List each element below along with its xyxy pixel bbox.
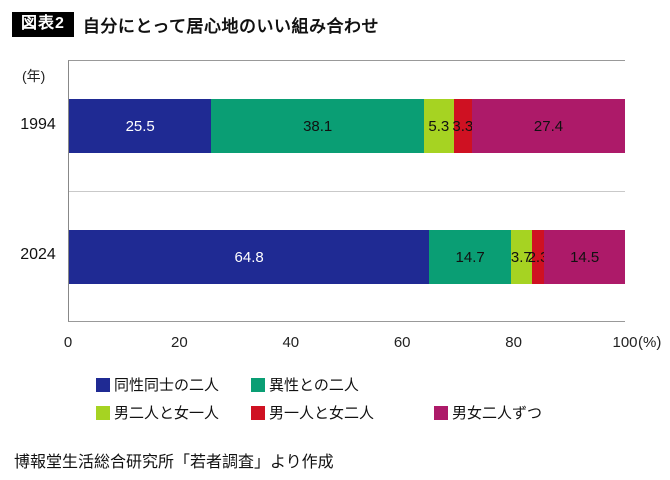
y-axis-category-label: 1994 (20, 116, 56, 133)
bar-value-label: 27.4 (533, 117, 564, 135)
bar-segment: 38.1 (211, 99, 425, 153)
x-axis-tick-label: 0 (63, 334, 73, 351)
bar-value-label: 38.1 (303, 117, 333, 135)
bar-value-label: 2.3 (527, 248, 549, 266)
stacked-bar: 25.5 38.1 5.3 3.3 27.4 (69, 99, 625, 153)
bar-value-label: 25.5 (125, 117, 155, 135)
x-axis-tick-label: 40 (282, 334, 300, 351)
bar-value-label: 14.7 (455, 248, 485, 266)
bar-segment: 27.4 (472, 99, 625, 153)
legend-swatch (251, 405, 265, 420)
legend-swatch (251, 377, 265, 392)
y-axis-category-label: 2024 (20, 246, 56, 263)
x-axis-tick-label: 60 (393, 334, 411, 351)
bar-segment: 3.7 (511, 230, 532, 284)
legend-swatch (96, 405, 110, 420)
legend-label: 男二人と女一人 (114, 405, 220, 422)
legend-item: 男二人と女一人 (96, 402, 251, 423)
figure-number-tag: 図表2 (12, 12, 74, 37)
bar-segment: 3.3 (452, 99, 474, 153)
bar-value-label: 14.5 (570, 248, 600, 266)
x-axis-tick-label: 80 (505, 334, 522, 351)
source-note: 博報堂生活総合研究所「若者調査」より作成 (14, 454, 334, 471)
legend-label: 男女二人ずつ (452, 405, 543, 422)
chart-title: 自分にとって居心地のいい組み合わせ (82, 17, 380, 36)
plot-area: 25.5 38.1 5.3 3.3 27.4 64.8 14.7 3.7 2.3 14.5 (68, 60, 625, 322)
bar-segment: 14.7 (429, 230, 512, 284)
chart-row: 64.8 14.7 3.7 2.3 14.5 (69, 191, 625, 322)
bar-segment: 25.5 (69, 99, 212, 153)
bar-segment: 14.5 (544, 230, 625, 284)
bar-value-label: 64.8 (234, 248, 264, 266)
chart-row: 25.5 38.1 5.3 3.3 27.4 (69, 61, 625, 191)
legend-label: 異性との二人 (269, 377, 359, 394)
y-axis-unit-label: (年) (22, 68, 46, 84)
chart-header: 図表2 自分にとって居心地のいい組み合わせ (12, 12, 379, 37)
legend-swatch (96, 377, 110, 392)
bar-segment: 2.3 (528, 230, 548, 284)
legend-label: 男一人と女二人 (269, 405, 375, 422)
legend-item: 同性同士の二人 (96, 374, 251, 395)
legend: 同性同士の二人 異性との二人男二人と女一人 男一人と女二人 男女二人ずつ (96, 374, 542, 423)
bar-segment: 64.8 (69, 230, 430, 284)
x-axis-unit-label: (%) (638, 334, 662, 351)
x-axis-tick-label: 20 (171, 334, 188, 351)
bar-value-label: 5.3 (428, 117, 450, 135)
legend-swatch (434, 405, 448, 420)
bar-segment: 5.3 (424, 99, 454, 153)
bar-value-label: 3.3 (452, 117, 474, 135)
legend-item: 男一人と女二人 (251, 402, 434, 423)
legend-label: 同性同士の二人 (114, 377, 220, 394)
x-axis-tick-label: 100 (612, 334, 638, 351)
legend-item: 男女二人ずつ (434, 402, 542, 423)
legend-item: 異性との二人 (251, 374, 434, 395)
bar-value-label: 3.7 (510, 248, 532, 266)
stacked-bar: 64.8 14.7 3.7 2.3 14.5 (69, 230, 625, 284)
